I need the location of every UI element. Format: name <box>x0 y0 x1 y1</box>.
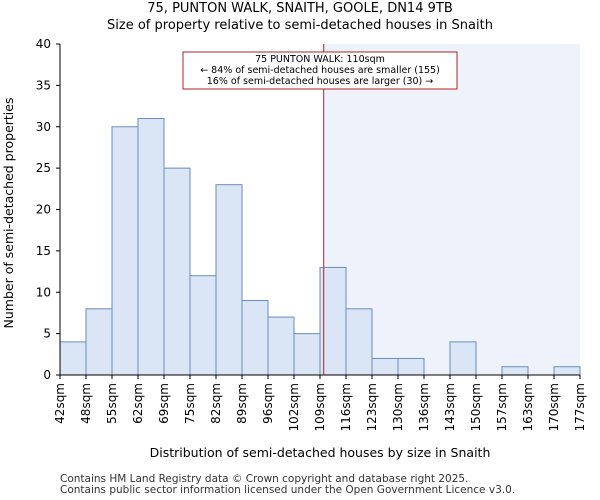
histogram-bar <box>189 275 217 376</box>
histogram-bar <box>397 357 425 376</box>
chart-title: 75, PUNTON WALK, SNAITH, GOOLE, DN14 9TB <box>147 1 453 16</box>
x-axis-label: Distribution of semi-detached houses by … <box>150 445 491 460</box>
annotation-line: 75 PUNTON WALK: 110sqm <box>255 54 385 65</box>
x-tick-label: 89sqm <box>235 383 249 424</box>
footer-copyright: Contains HM Land Registry data © Crown c… <box>60 473 469 485</box>
x-tick-label: 109sqm <box>313 383 327 431</box>
annotation-line: 16% of semi-detached houses are larger (… <box>207 76 434 87</box>
y-axis-label: Number of semi-detached properties <box>1 98 16 329</box>
x-tick-label: 163sqm <box>521 383 535 431</box>
x-tick-label: 123sqm <box>365 383 379 431</box>
histogram-bar <box>215 184 243 376</box>
y-tick-label: 25 <box>36 161 51 175</box>
y-tick-label: 0 <box>43 368 51 382</box>
x-tick-label: 96sqm <box>261 383 275 424</box>
chart-subtitle: Size of property relative to semi-detach… <box>107 18 493 33</box>
histogram-bar <box>267 316 295 376</box>
histogram-bar <box>137 117 165 376</box>
y-tick-label: 15 <box>36 244 51 258</box>
x-tick-label: 130sqm <box>391 383 405 431</box>
y-tick-label: 20 <box>36 203 51 217</box>
histogram-bar <box>111 126 139 376</box>
x-tick-label: 69sqm <box>157 383 171 424</box>
x-tick-label: 102sqm <box>287 383 301 431</box>
y-tick-label: 35 <box>36 78 51 92</box>
histogram-bar <box>319 266 347 376</box>
x-tick-label: 143sqm <box>443 383 457 431</box>
annotation-box <box>182 51 458 90</box>
histogram-bar <box>345 308 373 376</box>
histogram-bar <box>85 308 113 376</box>
histogram-bar <box>501 366 529 376</box>
histogram-bar <box>553 366 581 376</box>
x-tick-label: 136sqm <box>417 383 431 431</box>
x-tick-label: 75sqm <box>183 383 197 424</box>
histogram-bar <box>163 167 191 376</box>
x-tick-label: 157sqm <box>495 383 509 431</box>
y-tick-label: 40 <box>36 37 51 51</box>
y-tick-label: 10 <box>36 285 51 299</box>
x-tick-label: 116sqm <box>339 383 353 431</box>
x-tick-label: 62sqm <box>131 383 145 424</box>
annotation-line: ← 84% of semi-detached houses are smalle… <box>200 65 440 76</box>
histogram-bar <box>449 341 477 376</box>
x-tick-label: 150sqm <box>469 383 483 431</box>
footer-licence: Contains public sector information licen… <box>60 484 516 496</box>
x-tick-label: 42sqm <box>53 383 67 424</box>
histogram-bar <box>371 357 399 376</box>
y-tick-label: 5 <box>43 327 51 341</box>
y-tick-label: 30 <box>36 120 51 134</box>
histogram-bar <box>59 341 87 376</box>
x-tick-label: 177sqm <box>573 383 587 431</box>
x-tick-label: 48sqm <box>79 383 93 424</box>
x-tick-label: 170sqm <box>547 383 561 431</box>
histogram-bar <box>241 300 269 376</box>
x-tick-label: 82sqm <box>209 383 223 424</box>
histogram-bar <box>293 333 321 376</box>
x-tick-label: 55sqm <box>105 383 119 424</box>
